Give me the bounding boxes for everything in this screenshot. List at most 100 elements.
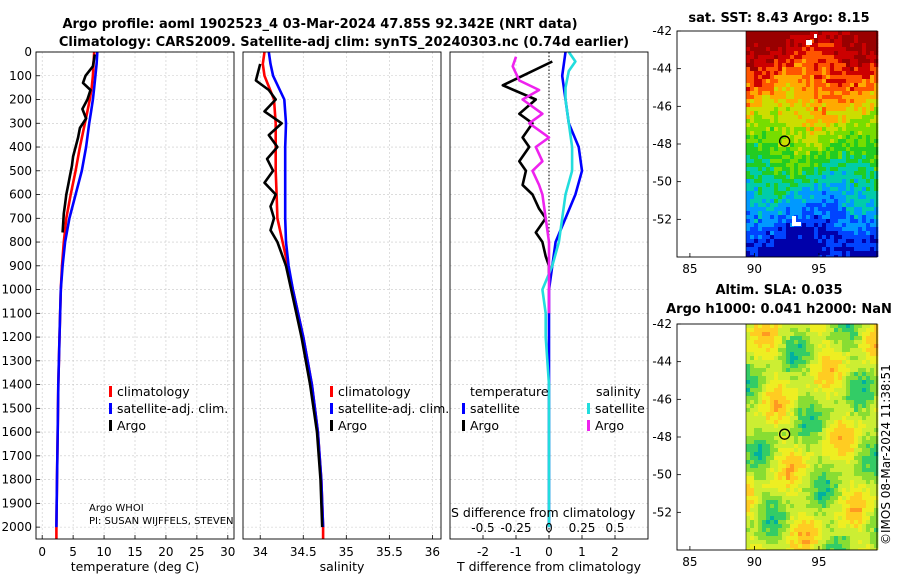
map-cell [790, 372, 795, 377]
map-cell [774, 360, 779, 365]
map-cell [842, 528, 847, 533]
map-cell [758, 500, 763, 505]
map-cell [814, 171, 819, 176]
map-cell [746, 332, 751, 337]
map-cell [770, 488, 775, 493]
map-cell [746, 147, 751, 152]
map-cell [746, 544, 751, 549]
map-cell [838, 324, 843, 329]
map-cell [746, 255, 751, 257]
map-cell [810, 404, 815, 409]
map-cell [858, 368, 863, 373]
map-cell [750, 424, 755, 429]
map-cell [766, 460, 771, 465]
map-cell [790, 364, 795, 369]
map-cell [870, 412, 875, 417]
map-cell [810, 107, 815, 112]
map-cell [774, 115, 779, 120]
map-cell [826, 187, 831, 192]
map-cell [782, 468, 787, 473]
map-cell [790, 436, 795, 441]
map-cell [822, 328, 827, 333]
map-cell [810, 91, 815, 96]
map-cell [830, 67, 835, 72]
map-cell [838, 255, 843, 257]
map-cell [842, 115, 847, 120]
map-cell [750, 412, 755, 417]
map-cell [838, 540, 843, 545]
map-cell [866, 243, 871, 248]
map-cell [826, 243, 831, 248]
map-cell [766, 532, 771, 537]
map-cell [766, 476, 771, 481]
map-cell [858, 452, 863, 457]
map-cell [862, 372, 867, 377]
map-cell [862, 344, 867, 349]
map-cell [830, 464, 835, 469]
map-cell [826, 480, 831, 485]
map-cell [778, 63, 783, 68]
map-cell [806, 87, 811, 92]
map-cell [818, 167, 823, 172]
map-cell [794, 179, 799, 184]
map-cell [838, 516, 843, 521]
map-cell [750, 31, 755, 36]
map-cell [806, 239, 811, 244]
map-cell [782, 211, 787, 216]
map-cell [798, 179, 803, 184]
map-cell [758, 420, 763, 425]
map-cell [874, 444, 879, 449]
map-cell [746, 364, 751, 369]
map-cell [846, 67, 851, 72]
map-cell [778, 360, 783, 365]
map-cell [866, 532, 871, 537]
map-cell [866, 492, 871, 497]
map-cell [762, 480, 767, 485]
map-cell [770, 163, 775, 168]
map-cell [874, 380, 879, 385]
map-cell [810, 400, 815, 405]
map-cell [858, 400, 863, 405]
map-cell [842, 400, 847, 405]
map-cell [770, 344, 775, 349]
map-cell [746, 235, 751, 240]
map-cell [770, 231, 775, 236]
map-cell [866, 103, 871, 108]
map-cell [846, 484, 851, 489]
map-cell [850, 187, 855, 192]
map-cell [750, 380, 755, 385]
y-tick-label: -50 [652, 468, 672, 482]
map-cell [782, 508, 787, 513]
map-cell [746, 324, 751, 329]
map-cell [762, 139, 767, 144]
map-cell [790, 251, 795, 256]
map-cell [750, 163, 755, 168]
map-cell [798, 448, 803, 453]
map-cell [810, 340, 815, 345]
map-cell [746, 119, 751, 124]
map-cell [838, 115, 843, 120]
map-cell [854, 79, 859, 84]
map-cell [834, 55, 839, 60]
map-cell [750, 95, 755, 100]
map-cell [806, 340, 811, 345]
map-cell [874, 243, 879, 248]
map-cell [810, 360, 815, 365]
map-cell [786, 448, 791, 453]
map-cell [790, 115, 795, 120]
map-cell [810, 504, 815, 509]
map-cell [826, 416, 831, 421]
map-cell [834, 179, 839, 184]
map-cell [766, 211, 771, 216]
map-cell [822, 247, 827, 252]
map-cell [798, 408, 803, 413]
map-cell [778, 75, 783, 80]
map-cell [786, 480, 791, 485]
map-cell [790, 151, 795, 156]
map-cell [834, 512, 839, 517]
map-cell [870, 408, 875, 413]
map-cell [806, 388, 811, 393]
map-cell [790, 247, 795, 252]
map-cell [870, 143, 875, 148]
map-cell [746, 143, 751, 148]
